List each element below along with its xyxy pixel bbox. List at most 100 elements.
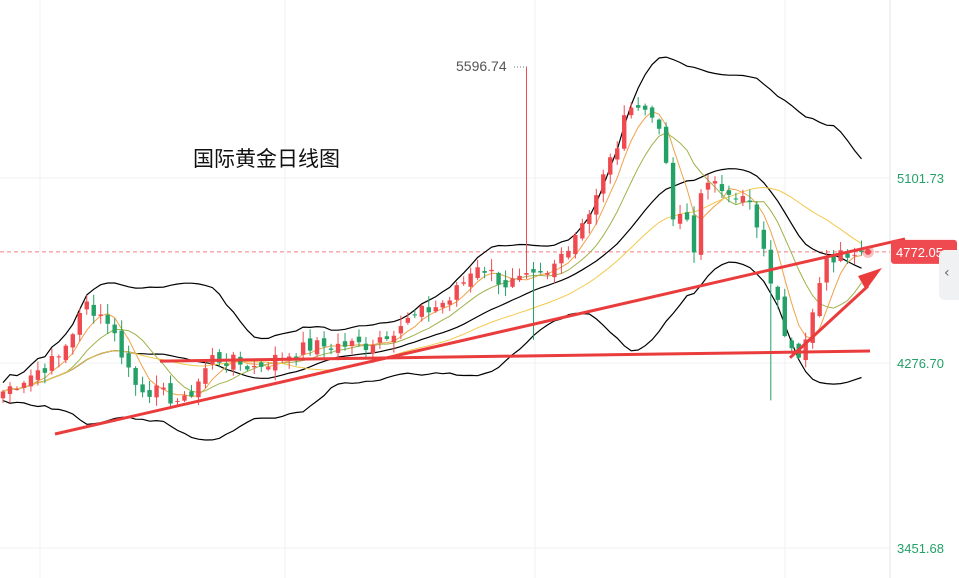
peak-price-label: 5596.74 <box>456 58 507 74</box>
current-price-dot <box>865 248 871 255</box>
candle-body <box>454 285 459 300</box>
candle-body <box>168 383 173 404</box>
moving-averages <box>2 111 862 398</box>
candle-body <box>273 354 278 371</box>
candle-body <box>538 270 543 273</box>
candle-body <box>14 389 20 391</box>
candle-body <box>98 314 103 316</box>
support-line <box>159 349 871 363</box>
candle-body <box>517 275 522 281</box>
candle-body <box>349 340 355 346</box>
candle-body <box>803 339 808 361</box>
candle-body <box>391 335 397 343</box>
candle-body <box>370 344 376 354</box>
ma-mid <box>2 132 862 394</box>
candle-body <box>587 214 592 225</box>
candle-body <box>649 107 655 118</box>
candle-body <box>677 214 683 224</box>
candle-body <box>740 196 746 203</box>
candle-body <box>433 307 438 312</box>
ma-fast <box>2 111 862 398</box>
candle-body <box>831 254 836 263</box>
candle-body <box>838 250 843 261</box>
bollinger-middle <box>2 168 862 393</box>
candle-body <box>845 253 850 258</box>
candle-body <box>705 182 711 190</box>
bollinger-lower <box>2 261 862 441</box>
candle-body <box>49 356 55 371</box>
candle-body <box>531 269 536 273</box>
bollinger-bands <box>2 56 862 441</box>
candle-body <box>7 386 13 394</box>
price-axis-label: 5926.75 <box>897 0 944 1</box>
candle-body <box>133 368 138 385</box>
candle-body <box>126 353 131 368</box>
candle-body <box>663 126 669 163</box>
candle-body <box>719 184 725 192</box>
price-axis-label: 5101.73 <box>897 171 944 186</box>
candle-body <box>154 385 159 398</box>
price-axis-label: 3451.68 <box>897 541 944 556</box>
candle-body <box>733 198 739 200</box>
candle-body <box>691 215 697 253</box>
price-axis-label: 4276.70 <box>897 356 944 371</box>
candles <box>0 67 864 407</box>
candle-body <box>552 263 557 278</box>
chevron-left-icon: ‹ <box>944 265 950 281</box>
candle-body <box>580 223 585 239</box>
ma-slow <box>2 186 862 393</box>
candle-body <box>496 272 501 285</box>
side-collapse-tab[interactable]: ‹ <box>939 250 959 300</box>
candle-body <box>189 391 194 397</box>
candle-body <box>510 278 515 287</box>
candle-body <box>468 273 473 287</box>
candle-body <box>231 354 236 370</box>
candle-body <box>140 384 145 393</box>
candle-body <box>405 317 411 323</box>
candle-body <box>0 391 6 399</box>
candle-body <box>56 356 62 358</box>
candle-body <box>747 200 753 203</box>
candle-body <box>328 348 334 350</box>
candle-body <box>112 324 117 334</box>
candle-body <box>217 352 222 363</box>
candle-body <box>266 367 271 370</box>
candle-body <box>426 307 431 313</box>
candle-body <box>321 338 327 347</box>
candle-body <box>259 362 264 367</box>
candle-body <box>252 366 257 368</box>
candle-body <box>852 254 857 256</box>
rising-trendline <box>54 237 906 436</box>
candle-body <box>196 381 201 398</box>
grid <box>0 0 891 578</box>
candle-body <box>482 270 487 273</box>
candle-body <box>768 249 773 284</box>
candle-body <box>35 370 41 380</box>
candle-body <box>384 336 390 339</box>
arrow-head <box>858 268 882 290</box>
candle-body <box>789 340 794 349</box>
candle-body <box>629 107 634 116</box>
candle-body <box>684 212 690 220</box>
candle-body <box>147 390 152 397</box>
candle-body <box>440 302 445 308</box>
candle-body <box>712 181 718 184</box>
candle-body <box>775 286 780 300</box>
current-price-label: 4772.05 <box>896 245 943 260</box>
candle-body <box>412 314 418 316</box>
bollinger-upper <box>2 56 862 383</box>
candle-body <box>559 253 564 264</box>
candle-body <box>224 363 229 366</box>
candle-body <box>300 342 306 355</box>
candle-body <box>475 267 480 278</box>
candle-body <box>615 148 620 160</box>
candle-body <box>84 301 89 310</box>
candle-body <box>161 387 166 390</box>
candle-body <box>761 229 767 249</box>
candle-body <box>63 345 69 361</box>
candle-body <box>447 300 452 305</box>
candle-body <box>70 334 75 348</box>
candle-body <box>670 162 676 220</box>
candle-body <box>782 296 787 337</box>
